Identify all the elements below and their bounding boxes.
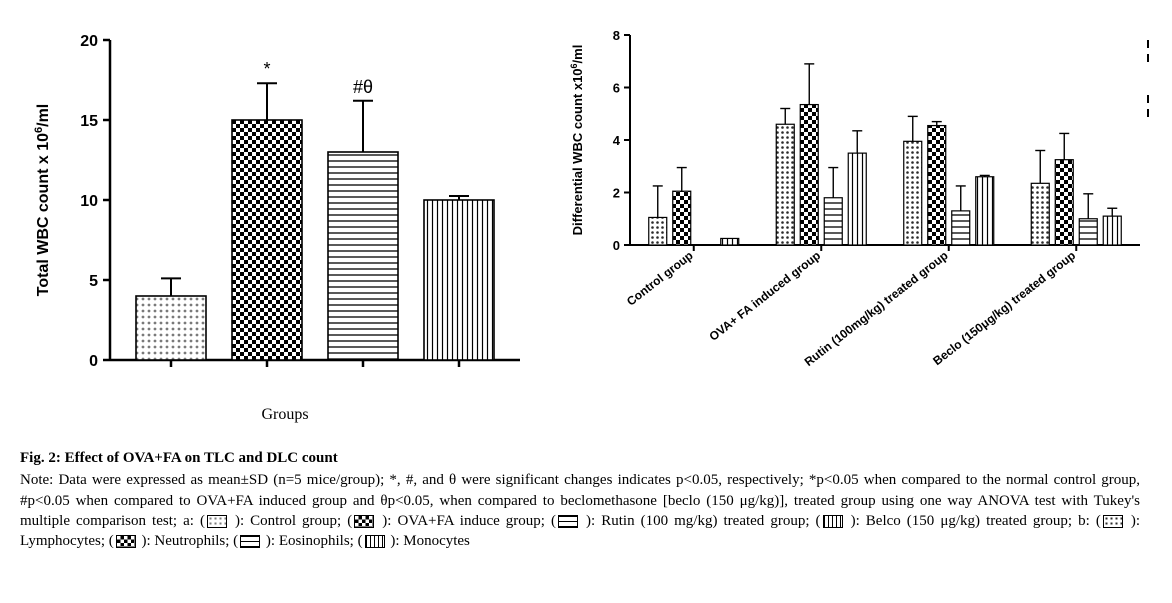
svg-text:Total WBC count x 106/ml: Total WBC count x 106/ml <box>33 104 52 297</box>
svg-text:8: 8 <box>613 28 620 43</box>
svg-text:Beclo (150μg/kg) treated group: Beclo (150μg/kg) treated group <box>930 248 1078 368</box>
legend-swatch <box>240 535 260 548</box>
svg-text:0: 0 <box>613 238 620 253</box>
legend-swatch <box>365 535 385 548</box>
svg-text:0: 0 <box>89 353 98 370</box>
figure-caption: Fig. 2: Effect of OVA+FA on TLC and DLC … <box>20 448 1140 551</box>
chart-left-container: 0 5 10 15 20 Total WBC count x 106/ml * #θ Grou… <box>20 20 550 424</box>
svg-text:Control group: Control group <box>624 248 696 308</box>
svg-text:Rutin (100mg/kg) treated group: Rutin (100mg/kg) treated group <box>802 248 951 369</box>
legend-swatch <box>1103 515 1123 528</box>
svg-text:15: 15 <box>80 113 98 130</box>
legend-swatch <box>116 535 136 548</box>
svg-text:4: 4 <box>613 133 621 148</box>
legend-swatch <box>207 515 227 528</box>
chart-left-xlabel: Groups <box>20 406 550 424</box>
chart-right-container: 0 2 4 6 8 Differential WBC count x106/ml Contr… <box>560 20 1160 430</box>
caption-title: Fig. 2: Effect of OVA+FA on TLC and DLC … <box>20 448 1140 468</box>
svg-text:2: 2 <box>613 186 620 201</box>
legend-swatch <box>823 515 843 528</box>
svg-text:10: 10 <box>80 193 98 210</box>
svg-text:Differential WBC count x106/ml: Differential WBC count x106/ml <box>569 45 585 236</box>
svg-text:20: 20 <box>80 33 98 50</box>
svg-text:6: 6 <box>613 81 620 96</box>
legend-swatch <box>354 515 374 528</box>
figure-row: 05101520Total WBC count x 106/ml*#θ Grou… <box>20 20 1172 430</box>
svg-text:5: 5 <box>89 273 98 290</box>
svg-text:#θ: #θ <box>353 77 373 97</box>
svg-text:OVA+ FA induced group: OVA+ FA induced group <box>707 248 824 343</box>
svg-text:*: * <box>263 59 270 79</box>
legend-swatch <box>558 515 578 528</box>
